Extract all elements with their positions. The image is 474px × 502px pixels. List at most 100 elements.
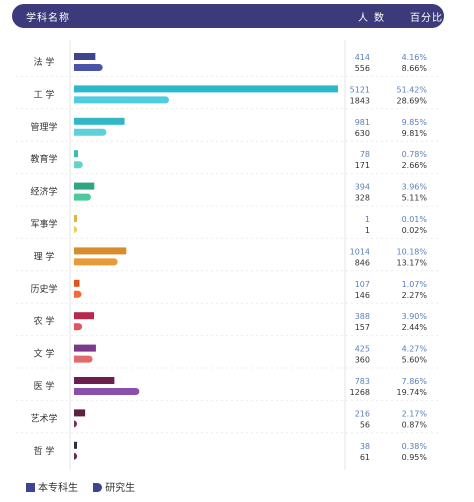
bar-undergrad xyxy=(74,312,95,320)
percent-label-undergrad: 4.16% xyxy=(402,53,428,62)
percent-label-grad: 8.66% xyxy=(402,64,428,73)
value-label-undergrad: 107 xyxy=(355,280,370,289)
legend-label-undergrad: 本专科生 xyxy=(38,483,78,494)
legend-item-undergrad: 本专科生 xyxy=(26,479,78,494)
bar-undergrad xyxy=(74,409,86,417)
value-label-grad: 56 xyxy=(360,420,370,429)
bar-undergrad xyxy=(74,279,80,287)
value-label-grad: 1 xyxy=(365,226,370,235)
value-label-grad: 556 xyxy=(355,64,370,73)
value-label-undergrad: 388 xyxy=(355,312,370,321)
percent-label-undergrad: 1.07% xyxy=(402,280,428,289)
category-label: 历史学 xyxy=(30,283,57,295)
bar-grad xyxy=(74,388,140,395)
percent-label-undergrad: 3.90% xyxy=(402,312,428,321)
percent-label-grad: 2.66% xyxy=(402,161,428,170)
value-label-undergrad: 414 xyxy=(355,53,370,62)
bar-grad xyxy=(74,96,170,104)
percent-label-grad: 28.69% xyxy=(396,96,427,105)
value-label-grad: 846 xyxy=(355,258,370,267)
category-label: 教育学 xyxy=(30,153,57,165)
percent-label-grad: 19.74% xyxy=(396,388,427,397)
bar-undergrad xyxy=(74,215,77,222)
value-label-undergrad: 783 xyxy=(355,377,370,386)
value-label-undergrad: 981 xyxy=(355,118,370,127)
category-label: 医 学 xyxy=(34,380,55,392)
percent-label-undergrad: 0.01% xyxy=(402,215,428,224)
category-label: 经济学 xyxy=(30,186,57,198)
header-subject-name: 学科名称 xyxy=(26,13,70,24)
value-label-undergrad: 78 xyxy=(360,150,370,159)
header-percent: 百分比 xyxy=(410,13,443,24)
table-header: 学科名称 人数 百分比 xyxy=(12,4,444,28)
bar-grad xyxy=(74,323,83,331)
bar-grad xyxy=(74,290,82,298)
value-label-grad: 1268 xyxy=(350,388,370,397)
percent-label-grad: 0.02% xyxy=(402,226,428,235)
percent-label-grad: 9.81% xyxy=(402,129,428,138)
percent-label-grad: 0.95% xyxy=(402,453,428,462)
bar-undergrad xyxy=(74,344,96,352)
legend-label-grad: 研究生 xyxy=(105,483,136,494)
value-label-grad: 157 xyxy=(355,323,370,332)
percent-label-undergrad: 9.85% xyxy=(402,118,428,127)
value-label-grad: 1843 xyxy=(350,96,370,105)
value-label-undergrad: 1014 xyxy=(350,247,370,256)
bar-grad xyxy=(74,193,91,201)
percent-label-undergrad: 0.78% xyxy=(402,150,428,159)
percent-label-grad: 0.87% xyxy=(402,420,428,429)
percent-label-undergrad: 2.17% xyxy=(402,409,428,418)
value-label-undergrad: 5121 xyxy=(350,85,370,94)
value-label-grad: 171 xyxy=(355,161,370,170)
category-label: 法 学 xyxy=(34,56,55,68)
value-label-undergrad: 394 xyxy=(355,183,370,192)
percent-label-undergrad: 4.27% xyxy=(402,345,428,354)
category-label: 农 学 xyxy=(34,315,55,327)
bar-grad xyxy=(73,420,77,428)
percent-label-grad: 5.11% xyxy=(402,194,428,203)
percent-label-grad: 5.60% xyxy=(402,356,428,365)
percent-label-undergrad: 7.86% xyxy=(402,377,428,386)
category-label: 文 学 xyxy=(34,348,55,360)
bar-undergrad xyxy=(74,377,115,384)
bar-grad xyxy=(74,128,107,136)
bar-grad xyxy=(74,161,83,169)
value-label-undergrad: 1 xyxy=(365,215,370,224)
value-label-undergrad: 425 xyxy=(355,345,370,354)
legend-swatch-grad xyxy=(93,483,103,492)
category-label: 理 学 xyxy=(34,250,55,262)
bar-grad xyxy=(74,355,93,363)
value-label-grad: 360 xyxy=(355,356,370,365)
bar-undergrad xyxy=(74,441,77,449)
value-label-undergrad: 38 xyxy=(360,442,370,451)
percent-label-grad: 13.17% xyxy=(396,258,427,267)
legend: 本专科生 研究生 xyxy=(26,479,147,494)
value-label-grad: 61 xyxy=(360,453,370,462)
value-label-grad: 328 xyxy=(355,194,370,203)
legend-swatch-undergrad xyxy=(26,483,35,492)
percent-label-undergrad: 51.42% xyxy=(396,85,427,94)
category-label: 管理学 xyxy=(30,121,57,133)
bar-grad xyxy=(73,452,78,460)
bar-undergrad xyxy=(74,53,96,60)
category-label: 军事学 xyxy=(30,218,57,230)
legend-item-grad: 研究生 xyxy=(93,479,135,494)
bar-grad xyxy=(73,226,77,233)
bar-grad xyxy=(74,64,103,71)
percent-label-grad: 2.44% xyxy=(402,323,428,332)
category-label: 艺术学 xyxy=(30,412,57,424)
percent-label-undergrad: 0.38% xyxy=(402,442,428,451)
bar-undergrad xyxy=(74,182,95,190)
value-label-undergrad: 216 xyxy=(355,409,370,418)
bar-undergrad xyxy=(74,85,338,93)
header-count: 人数 xyxy=(358,13,390,24)
bar-undergrad xyxy=(74,117,125,125)
value-label-grad: 146 xyxy=(355,291,370,300)
percent-label-undergrad: 10.18% xyxy=(396,247,427,256)
percent-label-grad: 2.27% xyxy=(402,291,428,300)
category-label: 工 学 xyxy=(34,88,55,100)
value-label-grad: 630 xyxy=(355,129,370,138)
percent-label-undergrad: 3.96% xyxy=(402,183,428,192)
category-label: 哲 学 xyxy=(34,445,55,457)
